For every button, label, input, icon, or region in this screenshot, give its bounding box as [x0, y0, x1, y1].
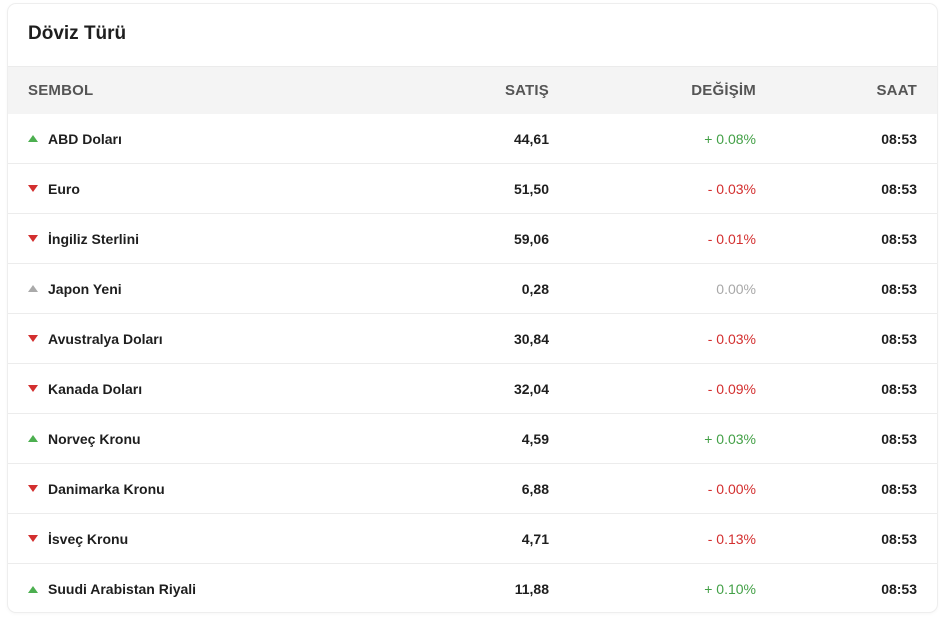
card-title: Döviz Türü — [28, 23, 127, 44]
table-row[interactable]: ABD Doları 44,61 + 0.08% 08:53 — [8, 114, 937, 164]
currency-name[interactable]: Danimarka Kronu — [48, 480, 165, 497]
sell-value: 4,59 — [521, 430, 549, 447]
triangle-up-icon — [28, 135, 38, 142]
currency-card: Döviz Türü SEMBOL SATIŞ DEĞİŞİM SAAT ABD… — [8, 4, 937, 612]
table-row[interactable]: Avustralya Doları 30,84 - 0.03% 08:53 — [8, 314, 937, 364]
currency-name[interactable]: İngiliz Sterlini — [48, 230, 140, 247]
currency-name[interactable]: Japon Yeni — [48, 280, 122, 297]
sell-value: 30,84 — [513, 330, 549, 347]
time-value: 08:53 — [881, 430, 917, 447]
change-value: - 0.01% — [707, 230, 756, 247]
time-value: 08:53 — [881, 180, 917, 197]
change-value: - 0.03% — [707, 330, 756, 347]
change-value: - 0.13% — [707, 530, 756, 547]
table-row[interactable]: Kanada Doları 32,04 - 0.09% 08:53 — [8, 364, 937, 414]
table-row[interactable]: Suudi Arabistan Riyali 11,88 + 0.10% 08:… — [8, 564, 937, 612]
currency-name[interactable]: Norveç Kronu — [48, 430, 141, 447]
sell-value: 11,88 — [514, 581, 549, 597]
table-header: SEMBOL SATIŞ DEĞİŞİM SAAT — [8, 66, 937, 114]
change-value: + 0.08% — [704, 130, 756, 147]
sell-value: 0,28 — [521, 280, 549, 297]
time-value: 08:53 — [881, 581, 917, 597]
table-body: ABD Doları 44,61 + 0.08% 08:53 Euro 51,5… — [8, 114, 937, 612]
time-value: 08:53 — [881, 230, 917, 247]
column-header-change: DEĞİŞİM — [691, 82, 756, 99]
sell-value: 59,06 — [513, 230, 549, 247]
column-header-symbol: SEMBOL — [28, 82, 94, 99]
triangle-down-icon — [28, 335, 38, 342]
currency-name[interactable]: Avustralya Doları — [48, 330, 163, 347]
change-value: - 0.03% — [707, 180, 756, 197]
triangle-up-icon — [28, 585, 38, 593]
time-value: 08:53 — [881, 480, 917, 497]
table-row[interactable]: Euro 51,50 - 0.03% 08:53 — [8, 164, 937, 214]
table-row[interactable]: İsveç Kronu 4,71 - 0.13% 08:53 — [8, 514, 937, 564]
currency-name[interactable]: İsveç Kronu — [48, 530, 129, 547]
time-value: 08:53 — [881, 280, 917, 297]
time-value: 08:53 — [881, 530, 917, 547]
table-row[interactable]: Norveç Kronu 4,59 + 0.03% 08:53 — [8, 414, 937, 464]
sell-value: 44,61 — [513, 130, 549, 147]
triangle-up-icon — [28, 435, 38, 442]
currency-name[interactable]: ABD Doları — [48, 130, 122, 147]
time-value: 08:53 — [881, 330, 917, 347]
time-value: 08:53 — [881, 130, 917, 147]
triangle-down-icon — [28, 485, 38, 492]
triangle-down-icon — [28, 235, 38, 242]
triangle-down-icon — [28, 535, 38, 542]
table-row[interactable]: Danimarka Kronu 6,88 - 0.00% 08:53 — [8, 464, 937, 514]
triangle-down-icon — [28, 185, 38, 192]
table-row[interactable]: Japon Yeni 0,28 0.00% 08:53 — [8, 264, 937, 314]
change-value: + 0.03% — [704, 430, 756, 447]
change-value: - 0.09% — [707, 380, 756, 397]
change-value: 0.00% — [716, 280, 756, 297]
sell-value: 4,71 — [521, 530, 549, 547]
change-value: - 0.00% — [707, 480, 756, 497]
sell-value: 51,50 — [513, 180, 549, 197]
sell-value: 6,88 — [521, 480, 549, 497]
column-header-sell: SATIŞ — [504, 82, 549, 99]
currency-name[interactable]: Kanada Doları — [48, 380, 143, 397]
sell-value: 32,04 — [513, 380, 549, 397]
change-value: + 0.10% — [704, 581, 756, 597]
time-value: 08:53 — [881, 380, 917, 397]
column-header-time: SAAT — [876, 82, 917, 99]
triangle-down-icon — [28, 385, 38, 392]
currency-name[interactable]: Suudi Arabistan Riyali — [48, 581, 197, 597]
table-row[interactable]: İngiliz Sterlini 59,06 - 0.01% 08:53 — [8, 214, 937, 264]
currency-name[interactable]: Euro — [48, 180, 80, 197]
triangle-up-icon — [28, 285, 38, 292]
